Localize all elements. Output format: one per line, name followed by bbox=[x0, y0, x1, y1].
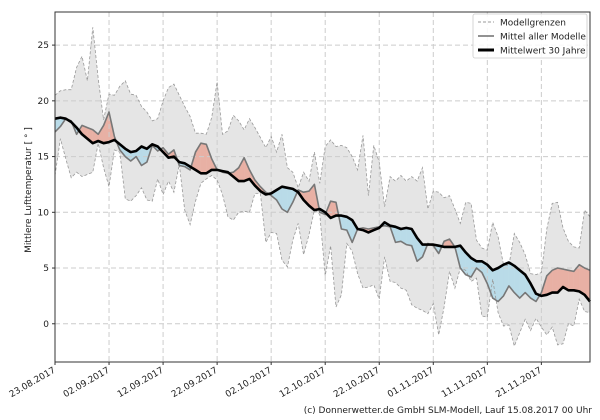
x-tick-label: 22.10.2017 bbox=[332, 366, 382, 400]
above-average-fill bbox=[568, 270, 574, 291]
legend-mittel-modelle: Mittel aller Modelle bbox=[500, 33, 586, 43]
series-line-lower-bound bbox=[54, 138, 591, 348]
x-tick-label: 12.10.2017 bbox=[278, 366, 328, 400]
model-range-band bbox=[55, 27, 590, 347]
y-tick-label: 5 bbox=[43, 264, 49, 274]
legend-modellgrenzen: Modellgrenzen bbox=[500, 19, 566, 29]
x-tick-label: 12.09.2017 bbox=[116, 366, 166, 400]
y-tick-label: 20 bbox=[38, 97, 50, 107]
x-tick-label: 22.09.2017 bbox=[170, 366, 220, 400]
above-average-fill bbox=[200, 143, 207, 174]
legend: Modellgrenzen Mittel aller Modelle Mitte… bbox=[472, 13, 588, 59]
below-average-fill bbox=[281, 186, 288, 213]
series-line-upper-bound bbox=[54, 27, 591, 276]
y-tick-label: 0 bbox=[43, 320, 49, 330]
below-average-fill bbox=[406, 227, 412, 246]
x-tick-label: 21.11.2017 bbox=[494, 366, 544, 400]
above-average-fill bbox=[579, 264, 585, 296]
x-tick-label: 02.09.2017 bbox=[62, 366, 112, 400]
series-line-model-mean bbox=[54, 111, 591, 303]
y-tick-label: 10 bbox=[38, 208, 50, 218]
legend-box bbox=[472, 13, 588, 59]
y-tick-label: 25 bbox=[38, 41, 49, 51]
plot-frame bbox=[54, 11, 591, 363]
y-tick-label: 15 bbox=[38, 153, 49, 163]
y-axis-label: Mittlere Lufttemperatur [ ° ] bbox=[24, 127, 34, 253]
above-average-fill bbox=[552, 267, 558, 293]
x-tick-label: 02.10.2017 bbox=[224, 366, 274, 400]
copyright-footer: (c) Donnerwetter.de GmbH SLM-Modell, Lau… bbox=[303, 406, 592, 416]
x-tick-label: 11.11.2017 bbox=[440, 366, 490, 400]
x-tick-label: 01.11.2017 bbox=[386, 366, 436, 400]
series-line-30-year-mean bbox=[54, 116, 592, 303]
legend-mittelwert-30-jahre: Mittelwert 30 Jahre bbox=[500, 47, 586, 57]
x-tick-label: 23.08.2017 bbox=[8, 366, 58, 400]
